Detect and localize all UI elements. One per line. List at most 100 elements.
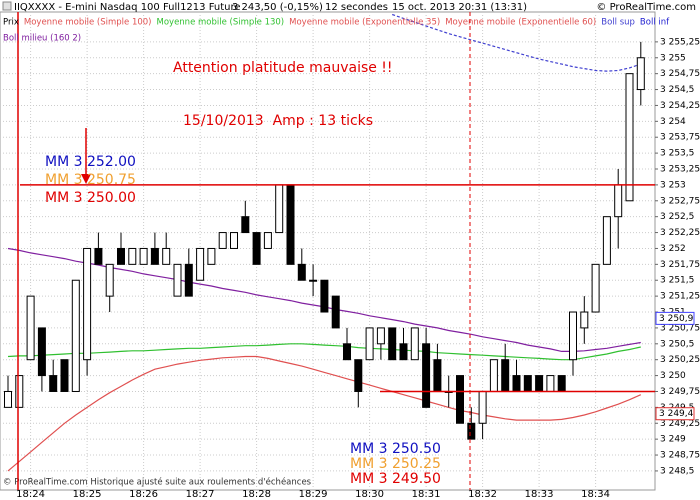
x-tick-label: 18:31: [412, 489, 441, 500]
candle-body: [297, 263, 306, 281]
candle-body: [410, 327, 419, 361]
x-tick-label: 18:33: [525, 489, 554, 500]
legend-entry: Prix: [3, 18, 19, 28]
candle-body: [422, 343, 431, 408]
candle-body: [354, 359, 363, 392]
candle-body: [4, 390, 12, 408]
candle-body: [557, 375, 566, 392]
candle-body: [309, 279, 318, 282]
y-tick-label: 3 253,25: [660, 165, 700, 175]
x-tick-label: 18:32: [468, 489, 497, 500]
x-tick-label: 18:29: [299, 489, 328, 500]
x-tick-label: 18:26: [129, 489, 158, 500]
candle-body: [625, 73, 634, 202]
candle-body: [49, 375, 58, 392]
candle-body: [546, 375, 555, 392]
y-tick-label: 3 252: [660, 244, 686, 254]
header-title: IIQXXXX - E-mini Nasdaq 100 Full1213 Fut…: [14, 2, 241, 13]
candle-body: [580, 311, 589, 329]
x-tick-label: 18:34: [581, 489, 610, 500]
candle-body: [184, 263, 193, 297]
legend-entry: Moyenne mobile (Simple 100): [24, 18, 152, 28]
x-tick-label: 18:28: [242, 489, 271, 500]
candle-body: [37, 327, 46, 377]
candle-body: [478, 390, 487, 424]
annotation: MM 3 250.75: [45, 172, 136, 188]
y-tick-label: 3 250,25: [660, 355, 700, 365]
y-tick-label: 3 255,25: [660, 37, 700, 47]
annotation: MM 3 250.50: [350, 441, 441, 457]
candle-body: [230, 232, 238, 249]
header-copyright: © ProRealTime.com: [596, 2, 696, 13]
y-tick-label: 3 254,75: [660, 69, 700, 79]
y-tick-label: 3 253,5: [660, 149, 694, 159]
candle-body: [489, 359, 498, 392]
x-tick-label: 18:24: [16, 489, 45, 500]
candle-body: [591, 263, 600, 313]
candle-body: [71, 279, 80, 392]
candle-body: [139, 247, 148, 265]
candle-body: [263, 232, 272, 249]
candle-body: [105, 263, 114, 297]
price-box: [655, 311, 695, 325]
x-tick-label: 18:25: [73, 489, 102, 500]
series-line: [7, 343, 641, 361]
candle-body: [467, 422, 476, 440]
candle-body: [376, 327, 385, 345]
y-tick-label: 3 251,75: [660, 260, 700, 270]
y-tick-label: 3 251,5: [660, 276, 694, 286]
y-tick-label: 3 252,75: [660, 196, 700, 206]
candle-body: [275, 184, 284, 234]
candle-body: [501, 359, 510, 392]
x-tick-label: 18:27: [186, 489, 215, 500]
y-tick-label: 3 249,25: [660, 419, 700, 429]
candle-body: [241, 216, 250, 234]
x-tick-label: 18:30: [355, 489, 384, 500]
y-tick-label: 3 254: [660, 117, 686, 127]
candle-body: [26, 295, 35, 361]
y-tick-label: 3 248,5: [660, 466, 694, 476]
candle-body: [60, 359, 69, 392]
y-tick-label: 3 250: [660, 371, 686, 381]
header-period: 12 secondes: [325, 2, 388, 13]
candle-body: [535, 375, 544, 392]
icon: [2, 1, 12, 11]
candle-body: [252, 232, 261, 265]
candle-body: [399, 343, 408, 361]
candle-body: [365, 327, 374, 361]
y-tick-label: 3 254,25: [660, 101, 700, 111]
legend-entry: Moyenne mobile (Exponentielle 35): [289, 18, 440, 28]
candle-body: [388, 327, 397, 361]
candle-body: [218, 232, 227, 249]
y-tick-label: 3 250,75: [660, 323, 700, 333]
candle-body: [512, 375, 521, 392]
candle-body: [569, 311, 577, 361]
candle-body: [83, 247, 92, 361]
overlays: [20, 184, 655, 393]
candle-body: [128, 247, 137, 265]
candle-body: [331, 295, 340, 329]
y-tick-label: 3 253,75: [660, 133, 700, 143]
series-line: [392, 13, 641, 72]
annotation: 15/10/2013 Amp : 13 ticks: [183, 113, 373, 129]
header-price: 3 243,50 (-0,15%): [232, 2, 323, 13]
y-tick-label: 3 248,75: [660, 451, 700, 461]
legend-entry: Boll sup: [601, 18, 635, 28]
header-date: 15 oct. 2013 20:31 (13:31): [392, 2, 527, 13]
y-tick-label: 3 251,25: [660, 292, 700, 302]
annotation: Attention platitude mauvaise !!: [173, 60, 393, 76]
annotation: MM 3 249.50: [350, 471, 441, 487]
y-tick-label: 3 249,75: [660, 387, 700, 397]
y-tick-label: 3 255: [660, 53, 686, 63]
legend-entry: Moyenne mobile (Exponentielle 60): [445, 18, 596, 28]
candle-body: [343, 343, 351, 361]
candle-body: [15, 375, 24, 408]
candle-body: [94, 247, 103, 265]
y-tick-label: 3 254,5: [660, 85, 694, 95]
price-box: [655, 407, 695, 421]
y-tick-label: 3 252,25: [660, 228, 700, 238]
y-tick-label: 3 250,5: [660, 339, 694, 349]
candle-body: [602, 216, 611, 265]
series-line: [7, 355, 642, 472]
candle-body: [614, 184, 623, 218]
